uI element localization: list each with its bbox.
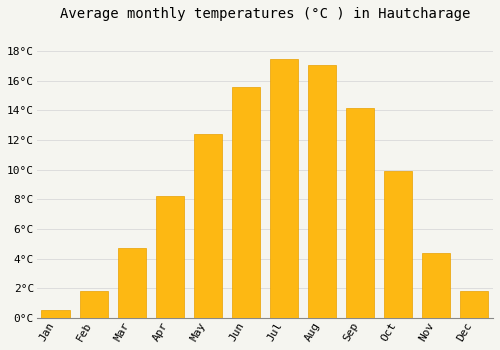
Title: Average monthly temperatures (°C ) in Hautcharage: Average monthly temperatures (°C ) in Ha…: [60, 7, 470, 21]
Bar: [346, 107, 374, 318]
Bar: [422, 253, 450, 318]
Bar: [194, 134, 222, 318]
Bar: [308, 65, 336, 318]
Bar: [270, 59, 298, 318]
Bar: [118, 248, 146, 318]
Bar: [384, 171, 412, 318]
Bar: [42, 310, 70, 318]
Bar: [80, 291, 108, 318]
Bar: [156, 196, 184, 318]
Bar: [460, 291, 488, 318]
Bar: [232, 87, 260, 318]
